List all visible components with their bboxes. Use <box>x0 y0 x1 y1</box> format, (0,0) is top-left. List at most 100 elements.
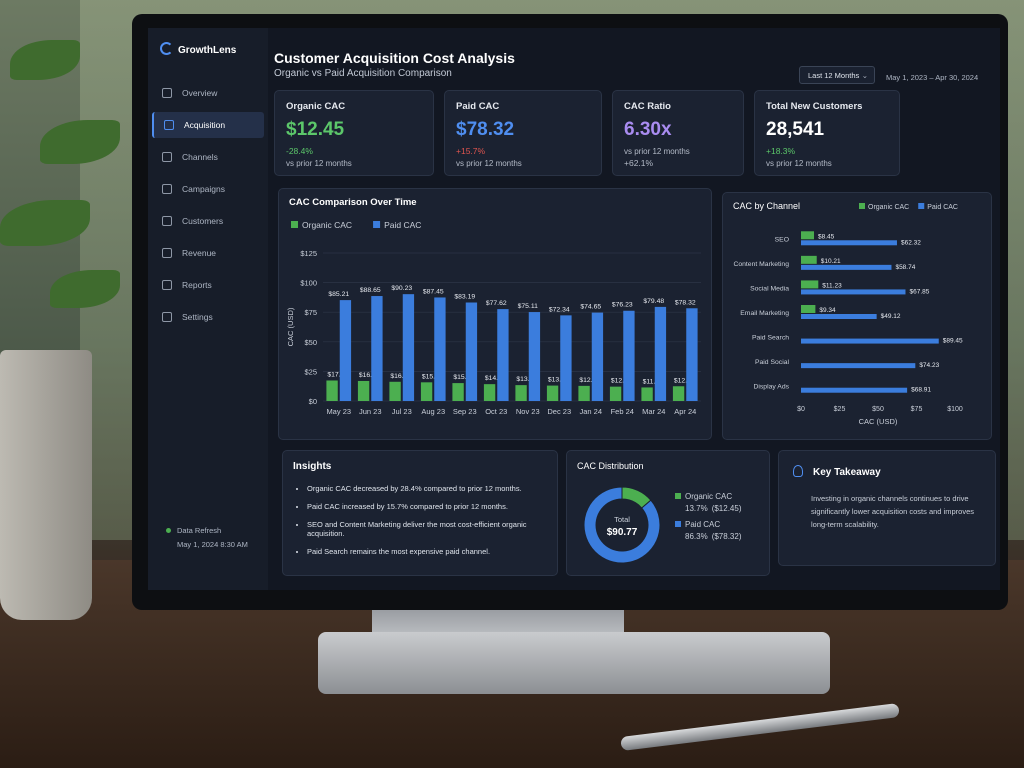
legend-swatch <box>675 493 681 499</box>
bar <box>801 240 897 246</box>
y-tick-label: Paid Search <box>752 335 789 342</box>
chart-title: CAC Distribution <box>577 461 644 471</box>
data-label: $12.78 <box>579 377 600 384</box>
bar <box>326 380 338 401</box>
logo[interactable]: GrowthLens <box>160 42 236 56</box>
y-tick-label: Display Ads <box>753 384 789 391</box>
bar <box>357 380 370 401</box>
data-label: $11.23 <box>822 282 842 289</box>
data-label: $9.34 <box>819 307 836 314</box>
kpi-label: Total New Customers <box>766 101 863 112</box>
nav-item[interactable]: Customers <box>152 208 264 234</box>
x-tick-label: May 23 <box>326 407 351 416</box>
insight: SEO and Content Marketing deliver the mo… <box>307 520 547 538</box>
nav-item[interactable]: Overview <box>152 80 264 106</box>
legend-swatch <box>918 203 925 209</box>
nav-item[interactable]: Acquisition <box>152 112 264 138</box>
bar <box>389 381 401 401</box>
bar <box>434 297 446 401</box>
value-label: 86.3% <box>685 532 708 541</box>
y-tick-label: Content Marketing <box>733 261 789 268</box>
y-tick-label: SEO <box>775 236 789 243</box>
data-label: $12.45 <box>674 377 695 384</box>
kpi-note: vs prior 12 months <box>624 147 690 156</box>
bar-chart-card: CAC Comparison Over Time Organic CAC Paid … <box>278 188 712 440</box>
bar <box>546 385 559 401</box>
x-tick-label: Mar 24 <box>642 407 665 416</box>
nav-label: Reports <box>182 280 212 290</box>
data-label: $62.32 <box>901 239 921 246</box>
date-range: May 1, 2023 – Apr 30, 2024 <box>886 73 979 82</box>
data-label: $68.91 <box>911 387 931 394</box>
kpi-label: CAC Ratio <box>624 101 671 112</box>
x-tick-label: $75 <box>911 406 923 413</box>
kpi-value: $12.45 <box>286 119 345 140</box>
bar <box>672 386 685 401</box>
legend-swatch <box>859 203 865 209</box>
bar <box>609 386 622 401</box>
kpi-label: Paid CAC <box>456 101 500 112</box>
bar <box>497 309 509 401</box>
bar <box>560 315 572 401</box>
kpi-change: +62.1% <box>624 158 654 168</box>
bar <box>801 231 815 240</box>
nav-label: Campaigns <box>182 184 225 194</box>
legend-label: Paid CAC <box>685 520 720 529</box>
kpi-change: +15.7% <box>456 146 486 156</box>
data-label: $15.12 <box>453 374 474 381</box>
data-label: $10.21 <box>821 258 841 265</box>
data-label: $8.45 <box>818 233 835 240</box>
takeaway-text: Investing in organic channels continues … <box>811 494 974 529</box>
insights-title: Insights <box>293 461 332 472</box>
monitor-base <box>318 632 830 694</box>
legend-swatch <box>675 521 681 527</box>
bar <box>801 314 877 319</box>
data-label: $17.32 <box>327 371 348 378</box>
data-label: $14.23 <box>485 375 506 382</box>
x-tick-label: Apr 24 <box>674 407 696 416</box>
pie-slice <box>583 486 661 564</box>
nav-item[interactable]: Reports <box>152 272 264 298</box>
value-label: 13.7% <box>685 504 708 513</box>
nav-item[interactable]: Settings <box>152 304 264 330</box>
data-label: $11.45 <box>643 378 664 385</box>
bar <box>402 294 415 401</box>
bar <box>465 302 478 401</box>
kpi-card: CAC Ratio 6.30x vs prior 12 months +62.1… <box>612 90 744 176</box>
insights-card: Insights Organic CAC decreased by 28.4% … <box>282 450 558 576</box>
bar <box>801 338 939 344</box>
x-tick-label: $50 <box>872 406 884 413</box>
plant-leaf <box>0 200 90 246</box>
center-value: $90.77 <box>607 527 638 538</box>
bar <box>686 308 698 401</box>
chart-title: CAC by Channel <box>733 201 800 211</box>
y-tick-label: $100 <box>300 279 317 288</box>
channel-chart-card: CAC by Channel Organic CAC Paid CAC $0 $25 $5… <box>722 192 992 440</box>
bar <box>528 312 541 401</box>
data-label: $85.21 <box>328 291 349 298</box>
y-tick-label: $25 <box>304 367 317 376</box>
insight: Paid CAC increased by 15.7% compared to … <box>307 502 547 511</box>
nav-label: Acquisition <box>184 120 226 130</box>
x-tick-label: $25 <box>834 406 846 413</box>
kpi-value: 6.30x <box>624 119 672 140</box>
bar <box>578 385 590 401</box>
nav-item[interactable]: Revenue <box>152 240 264 266</box>
bar <box>654 306 667 401</box>
nav-item[interactable]: Channels <box>152 144 264 170</box>
data-label: $87.45 <box>423 288 444 295</box>
period-label: Last 12 Months <box>808 70 860 80</box>
y-tick-label: $0 <box>309 397 317 406</box>
data-label: $16.23 <box>390 373 411 380</box>
x-tick-label: Jan 24 <box>579 407 602 416</box>
status: Data Refresh May 1, 2024 8:30 AM <box>166 524 248 552</box>
kpi-card: Total New Customers 28,541 +18.3% vs pri… <box>754 90 900 176</box>
data-label: $77.62 <box>486 300 507 307</box>
x-tick-label: Jul 23 <box>392 407 412 416</box>
bar <box>801 387 908 393</box>
status-label: Data Refresh <box>177 526 222 535</box>
chart-title: CAC Comparison Over Time <box>289 197 417 208</box>
data-label: $89.45 <box>943 338 963 345</box>
nav-item[interactable]: Campaigns <box>152 176 264 202</box>
period-select[interactable]: Last 12 Months ⌄ <box>799 66 875 84</box>
